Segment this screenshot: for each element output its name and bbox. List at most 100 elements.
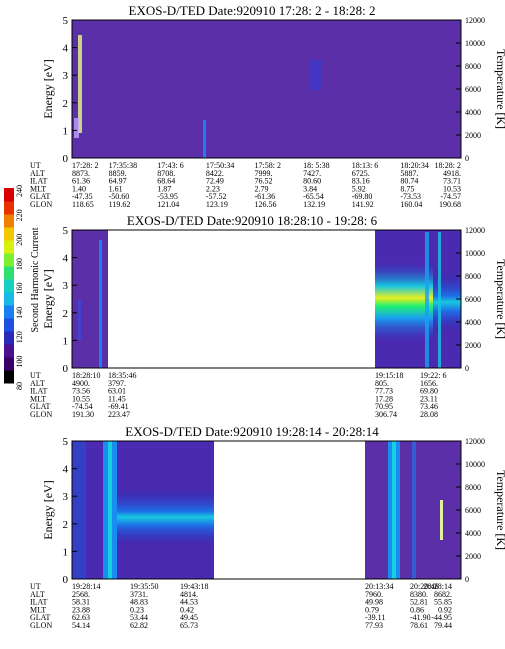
orbit-cell: 306.74	[375, 410, 397, 419]
colorbar-cell	[4, 266, 14, 280]
orbit-cell: 0.23	[130, 605, 144, 614]
orbit-cell: 18: 5:38	[303, 161, 329, 170]
temp-tick-label: 4000	[465, 108, 481, 117]
orbit-cell: -69.80	[352, 192, 373, 201]
orbit-cell: 79.44	[434, 621, 452, 630]
panel-2-y-label: Energy [eV]	[41, 269, 55, 328]
orbit-cell: 8.75	[400, 184, 414, 193]
panel-1-temp-label: Temperature [K]	[494, 49, 505, 129]
y-tick-label: 3	[63, 491, 69, 503]
temp-tick-label: 12000	[465, 16, 485, 25]
orbit-cell: 70.95	[375, 402, 393, 411]
orbit-cell: 6725.	[352, 169, 370, 178]
orbit-cell: 191.30	[72, 410, 94, 419]
panel-3-feature	[440, 500, 443, 540]
orbit-cell: 7999.	[255, 169, 273, 178]
orbit-cell: 62.63	[72, 613, 90, 622]
panel-3-feature	[72, 441, 86, 579]
colorbar-cell	[4, 344, 14, 358]
orbit-cell: 126.56	[255, 200, 277, 209]
orbit-cell: 18:20:34	[400, 161, 428, 170]
orbit-cell: 2.79	[255, 184, 269, 193]
y-tick-label: 5	[63, 436, 69, 448]
orbit-row-label: MLT	[30, 605, 46, 614]
orbit-row-label: GLON	[30, 410, 52, 419]
orbit-cell: 55.85	[434, 598, 452, 607]
temp-tick-label: 6000	[465, 85, 481, 94]
colorbar-tick-label: 180	[15, 258, 24, 270]
temp-tick-label: 2000	[465, 131, 481, 140]
colorbar-tick-label: 220	[15, 209, 24, 221]
orbit-cell: 58.31	[72, 598, 90, 607]
orbit-row-label: ILAT	[30, 598, 47, 607]
orbit-cell: 73.46	[420, 402, 438, 411]
panel-2-feature	[78, 300, 81, 340]
orbit-cell: -65.54	[303, 192, 324, 201]
orbit-cell: 118.65	[72, 200, 94, 209]
orbit-cell: -69.41	[108, 402, 129, 411]
panel-2-band	[433, 272, 461, 332]
panel-2-feature	[438, 232, 441, 368]
orbit-row-label: ALT	[30, 590, 45, 599]
orbit-cell: -57.52	[206, 192, 227, 201]
temp-tick-label: 8000	[465, 483, 481, 492]
orbit-cell: 80.74	[400, 177, 418, 186]
colorbar-cell	[4, 370, 14, 384]
orbit-cell: 17:28: 2	[72, 161, 98, 170]
y-tick-label: 3	[63, 280, 69, 292]
orbit-cell: -73.53	[400, 192, 421, 201]
orbit-row-label: GLAT	[30, 402, 51, 411]
colorbar-tick-label: 240	[15, 185, 24, 197]
colorbar-ticks: 80 100 120 140 160 180 200 220 240	[15, 185, 24, 390]
panel-1-feature	[309, 60, 321, 90]
temp-tick-label: 2000	[465, 552, 481, 561]
orbit-cell: 121.04	[157, 200, 179, 209]
y-tick-label: 0	[63, 363, 69, 375]
orbit-cell: 190.68	[439, 200, 461, 209]
colorbar-cell	[4, 357, 14, 371]
orbit-cell: -41.90	[410, 613, 431, 622]
y-tick-label: 5	[63, 15, 69, 27]
y-tick-label: 4	[63, 464, 69, 476]
y-tick-label: 3	[63, 70, 69, 82]
temp-tick-label: 0	[465, 575, 469, 584]
orbit-cell: 119.62	[109, 200, 131, 209]
orbit-cell: -53.95	[157, 192, 178, 201]
orbit-cell: 1.61	[109, 184, 123, 193]
orbit-row-label: ALT	[30, 169, 45, 178]
orbit-cell: 141.92	[352, 200, 374, 209]
colorbar-cell	[4, 201, 14, 215]
orbit-row-label: MLT	[30, 394, 46, 403]
temp-tick-label: 10000	[465, 39, 485, 48]
orbit-cell: 83.16	[352, 177, 370, 186]
panel-2-y-ticks: 0 1 2 3 4 5	[63, 225, 77, 375]
orbit-cell: 2.23	[206, 184, 220, 193]
colorbar-cell	[4, 240, 14, 254]
orbit-cell: 17.28	[375, 394, 393, 403]
temp-tick-label: 8000	[465, 272, 481, 281]
temp-tick-label: 4000	[465, 318, 481, 327]
orbit-cell: 18:28:10	[72, 371, 100, 380]
orbit-cell: 69.80	[420, 387, 438, 396]
orbit-cell: 8380.	[410, 590, 428, 599]
orbit-cell: 78.61	[410, 621, 428, 630]
orbit-cell: 80.60	[303, 177, 321, 186]
y-tick-label: 1	[63, 335, 69, 347]
orbit-cell: -74.54	[72, 402, 93, 411]
panel-2-feature	[99, 240, 102, 368]
orbit-cell: 19:22: 6	[420, 371, 446, 380]
panel-2-band	[375, 262, 433, 342]
orbit-cell: 18:35:46	[108, 371, 136, 380]
temp-tick-label: 6000	[465, 506, 481, 515]
colorbar: 80 100 120 140 160 180 200 220 240 Second Harmon…	[4, 185, 41, 390]
orbit-cell: -44.95	[431, 613, 452, 622]
orbit-cell: 8708.	[157, 169, 175, 178]
temp-tick-label: 10000	[465, 460, 485, 469]
orbit-cell: 223.47	[108, 410, 130, 419]
panel-1-title: EXOS-D/TED Date:920910 17:28: 2 - 18:28:…	[129, 3, 376, 18]
panel-3-y-ticks: 0 1 2 3 4 5	[63, 436, 77, 586]
orbit-cell: 4814.	[180, 590, 198, 599]
orbit-cell: 19:35:50	[130, 582, 158, 591]
orbit-cell: 0.86	[410, 605, 424, 614]
